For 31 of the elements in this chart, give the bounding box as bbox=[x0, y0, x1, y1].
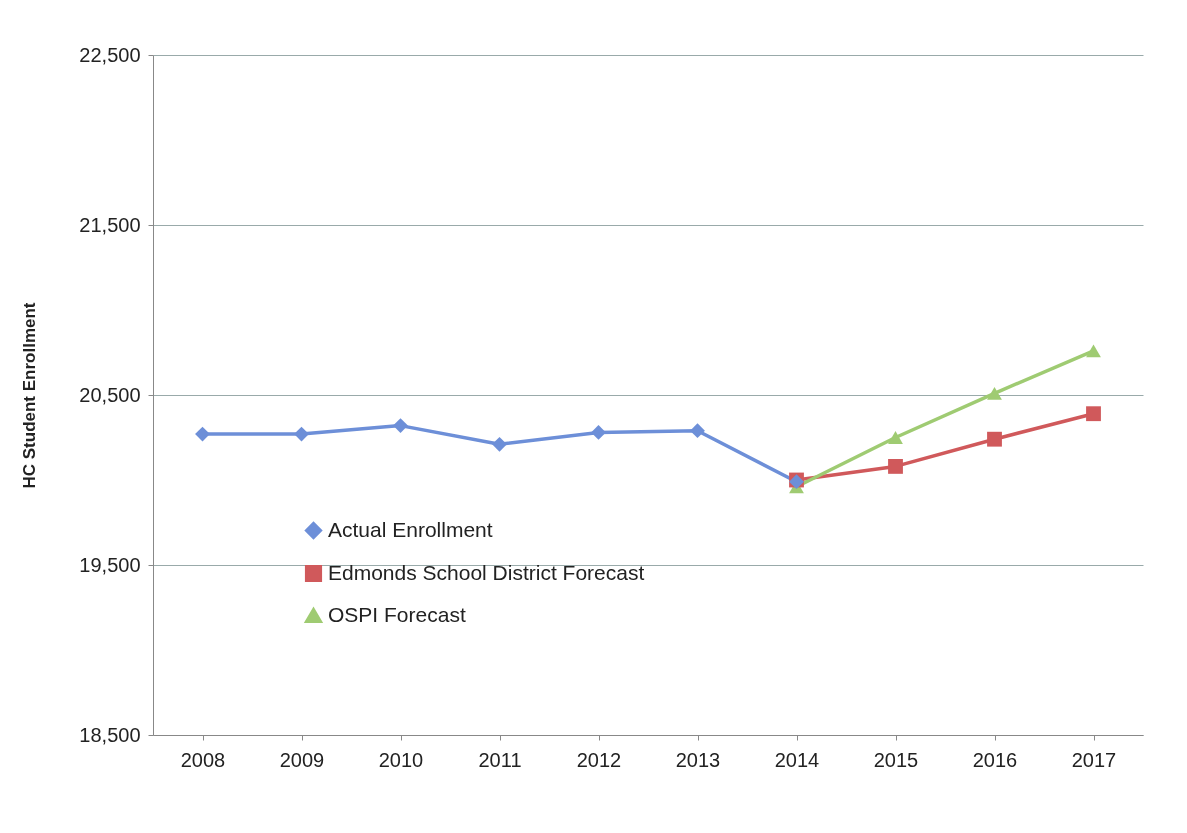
point bbox=[888, 458, 903, 474]
point bbox=[987, 431, 1002, 447]
legend-label: Actual Enrollment bbox=[328, 517, 493, 541]
x-tick-label: 2015 bbox=[873, 748, 919, 771]
point bbox=[888, 431, 903, 444]
point bbox=[1086, 344, 1101, 358]
x-tick-label: 2013 bbox=[675, 748, 721, 771]
x-tick-label: 2009 bbox=[279, 748, 325, 771]
point bbox=[1086, 406, 1101, 422]
point bbox=[393, 418, 408, 434]
y-tick-label: 21,500 bbox=[79, 213, 141, 236]
point bbox=[492, 436, 507, 452]
y-tick-label: 18,500 bbox=[79, 723, 141, 746]
point bbox=[195, 426, 210, 442]
y-axis-title: HC Student Enrollment bbox=[20, 302, 40, 489]
point bbox=[591, 424, 606, 440]
x-tick-label: 2016 bbox=[972, 748, 1018, 771]
point bbox=[987, 386, 1002, 400]
x-tick-label: 2010 bbox=[378, 748, 424, 771]
point bbox=[294, 426, 309, 442]
y-tick-label: 20,500 bbox=[79, 383, 141, 406]
x-tick-label: 2012 bbox=[576, 748, 622, 771]
x-tick-label: 2017 bbox=[1071, 748, 1117, 771]
legend-label: OSPI Forecast bbox=[328, 602, 466, 626]
x-tick-label: 2014 bbox=[774, 748, 820, 771]
x-tick-label: 2008 bbox=[180, 748, 226, 771]
y-tick-label: 19,500 bbox=[79, 553, 141, 576]
x-tick-label: 2011 bbox=[478, 748, 522, 771]
y-tick-label: 22,500 bbox=[79, 43, 141, 66]
legend-label: Edmonds School District Forecast bbox=[328, 560, 645, 584]
point bbox=[690, 423, 705, 439]
